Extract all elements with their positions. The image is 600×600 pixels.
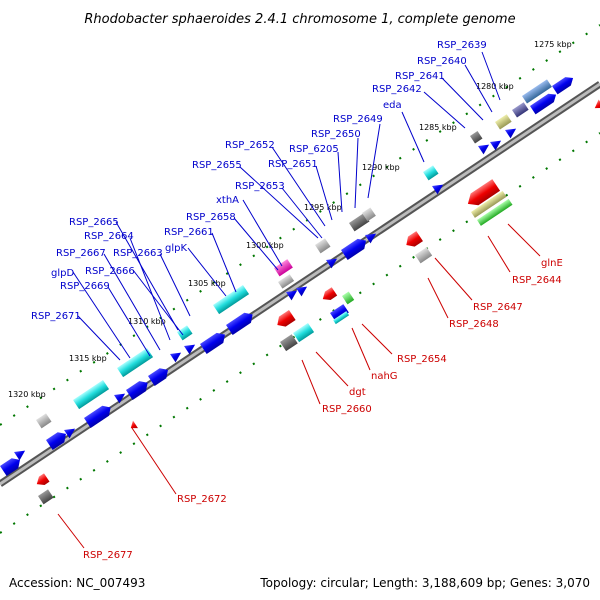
gene-label: RSP_2677 [83, 550, 133, 561]
gene-label: RSP_2665 [69, 217, 119, 228]
gene-label: RSP_2667 [56, 248, 106, 259]
gene-label: RSP_2650 [311, 129, 361, 140]
red-leader-lines [57, 223, 541, 549]
gene-label: RSP_2658 [186, 212, 236, 223]
gene-label: RSP_2642 [372, 84, 422, 95]
gene-label: RSP_2641 [395, 71, 445, 82]
tick-1300: 1300 kbp [246, 241, 284, 250]
gene-label: RSP_2669 [60, 281, 110, 292]
tick-1290: 1290 kbp [362, 163, 400, 172]
gene-label: nahG [371, 371, 398, 382]
gene-label: RSP_6205 [289, 144, 339, 155]
gene-label: RSP_2664 [84, 231, 134, 242]
tick-dot-lines [0, 24, 600, 534]
accession-text: Accession: NC_007493 [9, 576, 145, 590]
gene-label: glpK [165, 243, 187, 254]
gene-label: RSP_2653 [235, 181, 285, 192]
blue-leader-lines [72, 51, 501, 361]
gene-label: RSP_2661 [164, 227, 214, 238]
gene-label: RSP_2640 [417, 56, 467, 67]
tick-1305: 1305 kbp [188, 279, 226, 288]
gene-label: RSP_2672 [177, 494, 227, 505]
gene-label: dgt [349, 387, 366, 398]
gene-label: RSP_2660 [322, 404, 372, 415]
gene-label: RSP_2649 [333, 114, 383, 125]
tick-1275: 1275 kbp [534, 40, 572, 49]
tick-1295: 1295 kbp [304, 203, 342, 212]
gene-label: glnE [541, 258, 563, 269]
gene-label: eda [383, 100, 402, 111]
minus-strand-genes [36, 99, 600, 505]
gene-label: RSP_2639 [437, 40, 487, 51]
tick-1310: 1310 kbp [128, 317, 166, 326]
gene-label: RSP_2663 [113, 248, 163, 259]
minus-strand-labels: glnE RSP_2644 RSP_2647 RSP_2648 RSP_2654… [83, 258, 563, 561]
gene-label: RSP_2644 [512, 275, 562, 286]
tick-1285: 1285 kbp [419, 123, 457, 132]
plus-strand-labels: RSP_2639 RSP_2640 RSP_2641 RSP_2642 eda … [31, 40, 487, 322]
gene-label: RSP_2666 [85, 266, 135, 277]
gene-label: RSP_2652 [225, 140, 275, 151]
gene-label: RSP_2648 [449, 319, 499, 330]
gene-label: RSP_2671 [31, 311, 81, 322]
gene-label: xthA [216, 195, 239, 206]
plus-strand-genes [0, 77, 574, 476]
gene-label: RSP_2647 [473, 302, 523, 313]
map-title: Rhodobacter sphaeroides 2.4.1 chromosome… [84, 12, 515, 27]
tick-1320: 1320 kbp [8, 390, 46, 399]
tick-1315: 1315 kbp [69, 354, 107, 363]
gene-label: RSP_2654 [397, 354, 447, 365]
gene-label: RSP_2651 [268, 159, 318, 170]
gene-label: RSP_2655 [192, 160, 242, 171]
gene-label: glpD [51, 268, 74, 279]
genome-summary-text: Topology: circular; Length: 3,188,609 bp… [259, 576, 590, 590]
